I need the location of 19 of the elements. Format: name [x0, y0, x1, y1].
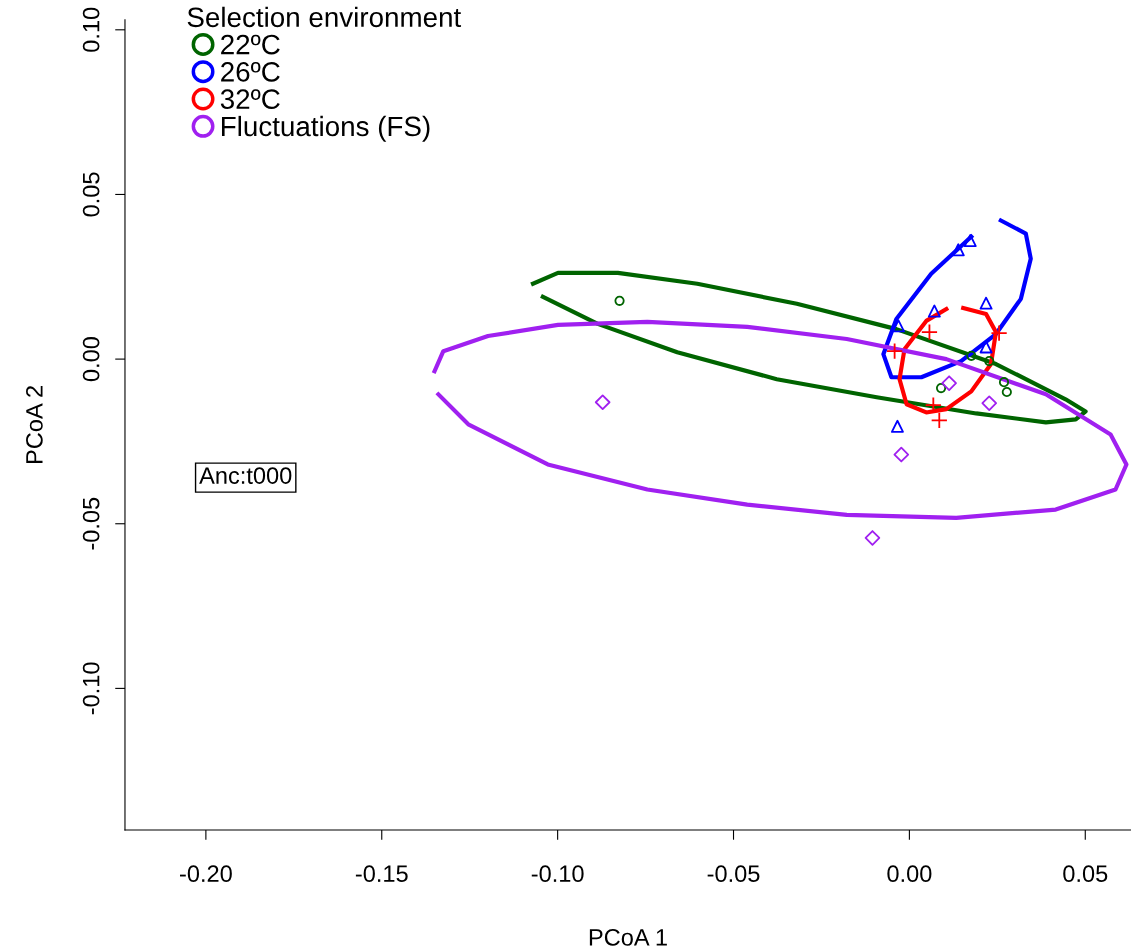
- x-axis-title: PCoA 1: [589, 929, 667, 946]
- y-tick-label: 0.00: [82, 337, 100, 382]
- x-tick-label: -0.15: [355, 865, 408, 883]
- legend-label: 32ºC: [220, 89, 280, 109]
- legend-label: 26ºC: [221, 62, 280, 82]
- x-tick-label: -0.10: [531, 865, 584, 883]
- x-tick-label: 0.00: [887, 865, 932, 883]
- y-tick-label: -0.05: [82, 497, 100, 550]
- x-tick-label: -0.05: [707, 865, 760, 883]
- y-axis-title: PCoA 2: [26, 386, 43, 464]
- legend-label: Fluctuations (FS): [222, 115, 430, 142]
- x-tick-label: 0.05: [1063, 865, 1108, 883]
- x-tick-label: -0.20: [180, 865, 232, 883]
- annotation: Anc:t000: [199, 467, 292, 484]
- y-tick-label: 0.05: [82, 172, 100, 217]
- legend-label: 22ºC: [221, 34, 280, 55]
- legend-title: Selection environment: [187, 6, 462, 28]
- y-tick-label: 0.10: [82, 7, 100, 52]
- y-tick-label: -0.10: [82, 662, 100, 715]
